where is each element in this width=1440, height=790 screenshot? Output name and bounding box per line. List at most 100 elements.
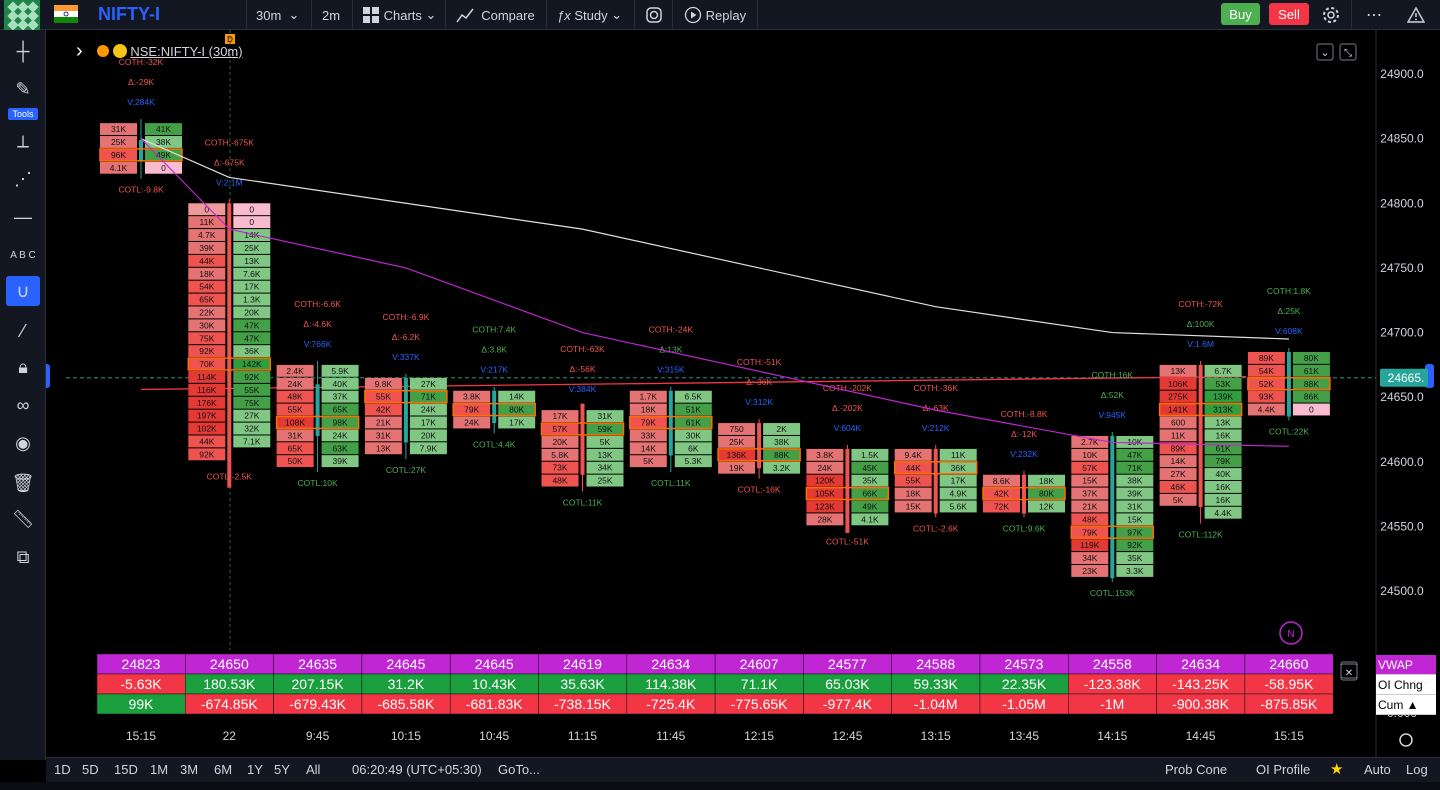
pencil-icon[interactable]: ✎ xyxy=(15,78,31,99)
footprint-ask-cell xyxy=(233,241,271,254)
footprint-bid-cell xyxy=(188,293,226,306)
cum-label[interactable]: Cum ▲ xyxy=(1376,695,1436,715)
eye-icon[interactable]: ◉ xyxy=(15,432,31,453)
cotl-label: COTL:22K xyxy=(1269,426,1309,436)
footprint-bid-cell xyxy=(718,423,756,435)
footprint-bid-value: 13K xyxy=(376,443,391,453)
footprint-bid-cell xyxy=(1071,552,1109,564)
study-menu[interactable]: ƒx Study ⌄ xyxy=(557,7,623,23)
range-1y[interactable]: 1Y xyxy=(247,762,263,777)
footprint-bid-value: 2.4K xyxy=(286,366,304,376)
maximize-button[interactable] xyxy=(1339,43,1357,61)
footprint-ask-value: 38K xyxy=(774,437,789,447)
poc-highlight xyxy=(540,422,625,436)
footprint-ask-cell xyxy=(1116,448,1154,461)
footprint-ask-value: 20K xyxy=(421,430,436,440)
text-tool-icon[interactable]: A B C xyxy=(10,249,36,261)
brush-icon[interactable]: ⁄ xyxy=(21,320,25,341)
lock-icon[interactable]: 🔒︎ xyxy=(18,356,28,377)
left-scroll-handle[interactable] xyxy=(46,364,50,388)
table-value: -1M xyxy=(1100,696,1124,712)
coth-label: COTH:1.8K xyxy=(1267,286,1311,296)
settings-button[interactable] xyxy=(1322,0,1340,30)
footprint-ask-value: 55K xyxy=(244,385,259,395)
charts-menu[interactable]: Charts ⌄ xyxy=(362,0,436,30)
coth-label: COTH:-6.9K xyxy=(383,312,430,322)
footprint-bid-value: 275K xyxy=(1168,392,1188,402)
replay-button[interactable]: Replay xyxy=(684,0,746,30)
footprint-bid-value: 44K xyxy=(199,436,214,446)
footprint-ask-value: 47K xyxy=(1127,450,1142,460)
compare-button[interactable]: Compare xyxy=(456,0,535,30)
oi-profile-button[interactable]: OI Profile xyxy=(1256,762,1311,777)
footprint-bid-value: 105K xyxy=(815,489,835,499)
footprint-bid-cell xyxy=(894,448,932,461)
crosshair-icon[interactable]: ┼ xyxy=(16,40,30,61)
vwap-label[interactable]: VWAP xyxy=(1376,655,1436,675)
trash-icon[interactable]: 🗑︎ xyxy=(11,472,35,493)
footprint-bid-cell xyxy=(1071,448,1109,461)
footprint-ask-cell xyxy=(233,203,271,216)
clock-time: 06:20:49 (UTC+05:30) xyxy=(352,762,482,777)
symbol-name[interactable]: NIFTY-I xyxy=(98,4,160,24)
footprint-chart[interactable]: ⌄ ⤡ D 24900.0 24850.0 24800.0 24750.0 24700.0 24… xyxy=(46,30,1440,757)
oi-chng-label[interactable]: OI Chng xyxy=(1376,675,1436,695)
footprint-bid-value: 114K xyxy=(197,372,217,382)
footprint-bid-value: 42K xyxy=(376,405,391,415)
range-1m[interactable]: 1M xyxy=(150,762,169,777)
screenshot-icon[interactable]: ⧉ xyxy=(16,546,30,567)
footprint-ask-cell xyxy=(409,429,447,442)
interval-2m[interactable]: 2m xyxy=(322,7,341,23)
range-6m[interactable]: 6M xyxy=(214,762,233,777)
footprint-ask-value: 5.9K xyxy=(331,366,349,376)
range-3m[interactable]: 3M xyxy=(180,762,199,777)
footprint-ask-cell xyxy=(1204,480,1242,493)
footprint-ask-value: 4.9K xyxy=(949,489,967,499)
table-value: 24588 xyxy=(916,656,955,672)
star-icon[interactable]: ★ xyxy=(1330,761,1344,778)
alert-button[interactable] xyxy=(1407,0,1425,30)
footprint-ask-cell xyxy=(409,390,447,403)
auto-scale-button[interactable]: Auto xyxy=(1364,762,1391,777)
collapse-button[interactable] xyxy=(1316,43,1334,61)
footprint-bid-cell xyxy=(364,442,402,455)
news-badge[interactable] xyxy=(1279,621,1303,645)
settings-gear-icon[interactable] xyxy=(1399,733,1413,747)
symbol-info-link[interactable]: NSE:NIFTY-I (30m) xyxy=(130,43,243,59)
camera-button[interactable] xyxy=(645,0,663,30)
goto-button[interactable]: GoTo... xyxy=(498,762,540,777)
prob-cone-button[interactable]: Prob Cone xyxy=(1165,762,1228,777)
range-15d[interactable]: 15D xyxy=(114,762,138,777)
range-1d[interactable]: 1D xyxy=(54,762,71,777)
pattern-tool-icon[interactable]: ⋰ xyxy=(14,168,32,189)
range-all[interactable]: All xyxy=(306,762,321,777)
table-close-button[interactable] xyxy=(1340,663,1358,681)
interval-selector[interactable]: 30m ⌄ xyxy=(256,7,300,23)
footprint-bid-cell xyxy=(188,345,226,358)
coth-label: COTH:-72K xyxy=(1178,299,1223,309)
footprint-ask-cell xyxy=(321,442,359,455)
link-icon[interactable]: ∞ xyxy=(16,394,30,415)
footprint-ask-cell xyxy=(233,435,271,448)
footprint-ask-value: 47K xyxy=(244,320,259,330)
range-5y[interactable]: 5Y xyxy=(274,762,290,777)
cotl-label: COTL:-9.8K xyxy=(118,185,164,195)
sell-button[interactable]: Sell xyxy=(1269,3,1309,25)
magnet-icon[interactable]: ∪ xyxy=(6,276,40,306)
chevron-right-icon[interactable]: › xyxy=(76,39,83,62)
candle-body xyxy=(139,139,143,161)
footprint-bid-value: 48K xyxy=(288,392,303,402)
fork-tool-icon[interactable]: ⟂ xyxy=(16,130,29,151)
more-icon[interactable]: ⋯ xyxy=(1366,7,1382,24)
ruler-icon[interactable]: 📏︎ xyxy=(11,508,35,529)
measure-line-icon[interactable]: — xyxy=(14,206,32,227)
buy-button[interactable]: Buy xyxy=(1221,3,1260,25)
cotl-label: COTL:10K xyxy=(298,478,338,488)
log-scale-button[interactable]: Log xyxy=(1406,762,1428,777)
delta-label: Δ:-4.6K xyxy=(303,319,332,329)
range-5d[interactable]: 5D xyxy=(82,762,99,777)
app-logo-icon[interactable] xyxy=(4,0,40,31)
candle-body xyxy=(315,384,320,436)
top-toolbar: NIFTY-I 30m ⌄ 2m Charts ⌄ Compare ƒx Stu… xyxy=(0,0,1440,31)
footprint-bid-cell xyxy=(1071,461,1109,474)
